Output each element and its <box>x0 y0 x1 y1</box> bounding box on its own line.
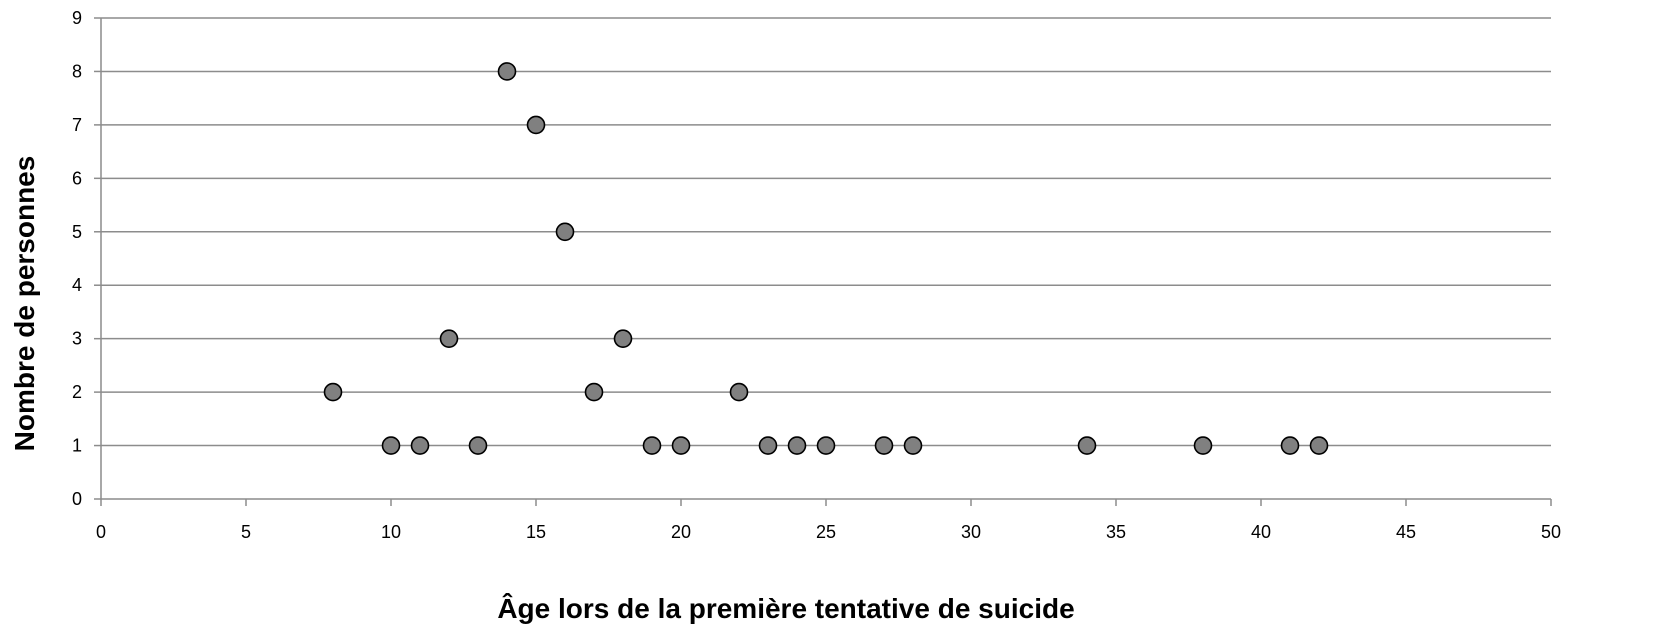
data-point <box>758 436 778 455</box>
data-point <box>787 436 807 455</box>
y-tick-label: 1 <box>72 436 82 456</box>
data-point <box>497 62 517 81</box>
data-point <box>816 436 836 455</box>
y-tick-label: 5 <box>72 222 82 242</box>
x-tick-label: 25 <box>816 522 836 542</box>
x-tick-label: 5 <box>241 522 251 542</box>
data-points <box>323 62 1329 455</box>
y-tick-label: 2 <box>72 382 82 402</box>
y-tick-label: 8 <box>72 61 82 81</box>
y-tick-label: 9 <box>72 8 82 28</box>
data-point <box>903 436 923 455</box>
data-point <box>642 436 662 455</box>
data-point <box>1280 436 1300 455</box>
y-tick-label: 4 <box>72 275 82 295</box>
data-point <box>1309 436 1329 455</box>
data-point <box>729 382 749 402</box>
x-tick-label: 10 <box>381 522 401 542</box>
data-point <box>381 436 401 455</box>
y-tick-label: 6 <box>72 168 82 188</box>
y-axis-title: Nombre de personnes <box>9 156 40 452</box>
data-point <box>874 436 894 455</box>
y-tick-label: 3 <box>72 329 82 349</box>
axes <box>94 17 1552 506</box>
x-axis-title: Âge lors de la première tentative de sui… <box>497 593 1074 624</box>
data-point <box>671 436 691 455</box>
y-tick-label: 0 <box>72 489 82 509</box>
data-point <box>410 436 430 455</box>
data-point <box>526 115 546 135</box>
data-point <box>555 222 575 242</box>
x-tick-label: 40 <box>1251 522 1271 542</box>
gridlines <box>101 17 1551 447</box>
y-tick-label: 7 <box>72 115 82 135</box>
data-point <box>1077 436 1097 455</box>
data-point <box>1193 436 1213 455</box>
data-point <box>613 329 633 348</box>
data-point <box>584 382 604 402</box>
x-tick-label: 0 <box>96 522 106 542</box>
x-tick-label: 45 <box>1396 522 1416 542</box>
data-point <box>468 436 488 455</box>
data-point <box>439 329 459 348</box>
x-tick-label: 30 <box>961 522 981 542</box>
data-point <box>323 382 343 402</box>
x-tick-label: 35 <box>1106 522 1126 542</box>
x-tick-label: 15 <box>526 522 546 542</box>
x-tick-label: 20 <box>671 522 691 542</box>
x-tick-label: 50 <box>1541 522 1561 542</box>
